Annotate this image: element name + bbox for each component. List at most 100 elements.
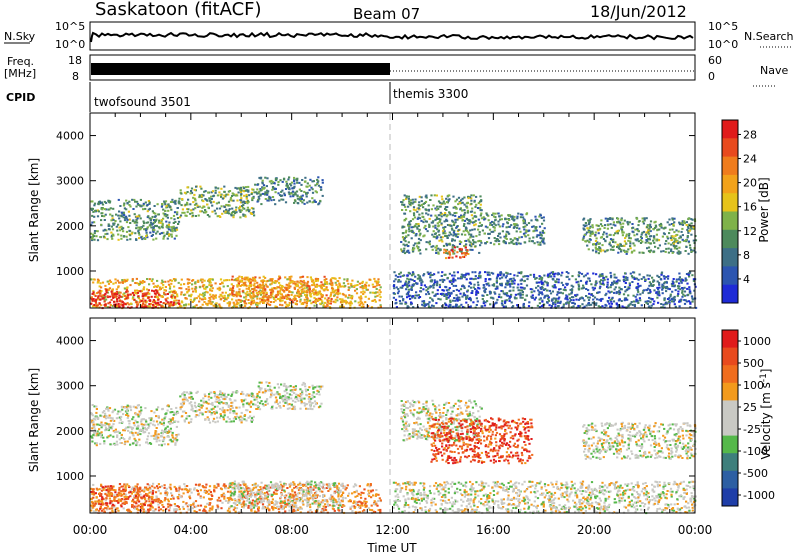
- data-cell: [636, 233, 639, 236]
- data-cell: [518, 292, 521, 295]
- data-cell: [378, 293, 381, 296]
- data-cell: [290, 275, 293, 278]
- data-cell: [460, 303, 463, 306]
- data-cell: [439, 236, 442, 239]
- data-cell: [411, 248, 414, 251]
- data-cell: [413, 216, 417, 219]
- data-cell: [620, 218, 623, 221]
- data-cell: [194, 215, 197, 217]
- data-cell: [358, 304, 361, 307]
- data-cell: [119, 205, 122, 207]
- data-cell: [136, 200, 139, 203]
- data-cell: [193, 188, 196, 191]
- data-cell: [245, 287, 248, 290]
- data-cell: [115, 440, 118, 443]
- data-cell: [412, 231, 415, 234]
- data-cell: [520, 271, 523, 274]
- data-cell: [687, 231, 690, 234]
- data-cell: [316, 278, 320, 280]
- data-cell: [392, 285, 395, 288]
- data-cell: [304, 176, 307, 179]
- data-cell: [298, 296, 301, 298]
- data-cell: [316, 178, 319, 181]
- data-cell: [656, 296, 659, 299]
- data-cell: [312, 301, 315, 304]
- data-cell: [100, 201, 103, 204]
- data-cell: [544, 288, 547, 291]
- data-cell: [156, 302, 160, 305]
- data-cell: [459, 207, 462, 210]
- data-cell: [481, 305, 484, 308]
- data-cell: [168, 228, 171, 231]
- data-cell: [421, 212, 424, 215]
- data-cell: [231, 292, 234, 295]
- data-cell: [527, 305, 531, 308]
- data-cell: [195, 297, 198, 300]
- data-cell: [461, 284, 464, 287]
- data-cell: [203, 291, 206, 294]
- data-cell: [667, 242, 670, 245]
- data-cell: [171, 431, 174, 434]
- data-cell: [626, 298, 629, 301]
- data-cell: [409, 199, 412, 202]
- data-cell: [238, 275, 241, 278]
- data-cell: [436, 222, 439, 225]
- data-cell: [118, 210, 121, 213]
- data-cell: [433, 294, 436, 297]
- data-cell: [483, 218, 486, 221]
- data-cell: [602, 283, 605, 286]
- data-cell: [422, 274, 425, 277]
- data-cell: [577, 304, 580, 307]
- data-cell: [407, 195, 410, 198]
- data-cell: [594, 303, 598, 306]
- data-cell: [316, 291, 319, 294]
- data-cell: [401, 284, 404, 287]
- data-cell: [490, 230, 493, 233]
- data-cell: [271, 279, 274, 282]
- data-cell: [567, 272, 570, 275]
- data-cell: [289, 291, 292, 293]
- data-cell: [560, 281, 563, 284]
- data-cell: [393, 271, 396, 274]
- data-cell: [334, 281, 337, 284]
- data-cell: [679, 241, 682, 244]
- data-cell: [110, 219, 113, 222]
- data-cell: [154, 289, 157, 292]
- data-cell: [164, 289, 167, 292]
- data-cell: [581, 303, 584, 306]
- data-cell: [466, 296, 469, 299]
- data-cell: [644, 278, 647, 281]
- data-cell: [295, 300, 299, 303]
- data-cell: [268, 180, 271, 183]
- data-cell: [474, 205, 477, 208]
- data-cell: [570, 306, 573, 309]
- data-cell: [238, 280, 241, 283]
- data-cell: [301, 275, 305, 278]
- data-cell: [222, 297, 225, 300]
- data-cell: [236, 284, 239, 287]
- data-cell: [408, 278, 411, 281]
- data-cell: [283, 177, 286, 180]
- data-cell: [594, 233, 597, 236]
- data-cell: [174, 303, 177, 306]
- data-cell: [598, 246, 601, 249]
- data-cell: [536, 234, 539, 237]
- data-cell: [617, 291, 620, 294]
- data-cell: [145, 229, 148, 232]
- data-cell: [668, 232, 671, 235]
- data-cell: [261, 284, 264, 287]
- data-cell: [227, 209, 230, 212]
- data-cell: [314, 289, 317, 292]
- data-cell: [573, 302, 576, 305]
- data-cell: [107, 288, 110, 291]
- data-cell: [496, 276, 499, 279]
- data-cell: [187, 289, 190, 292]
- data-cell: [491, 296, 494, 299]
- data-cell: [167, 223, 170, 226]
- data-cell: [131, 279, 134, 282]
- data-cell: [671, 251, 674, 254]
- data-cell: [177, 223, 180, 225]
- data-cell: [541, 293, 544, 296]
- data-cell: [449, 213, 452, 216]
- data-cell: [537, 293, 540, 296]
